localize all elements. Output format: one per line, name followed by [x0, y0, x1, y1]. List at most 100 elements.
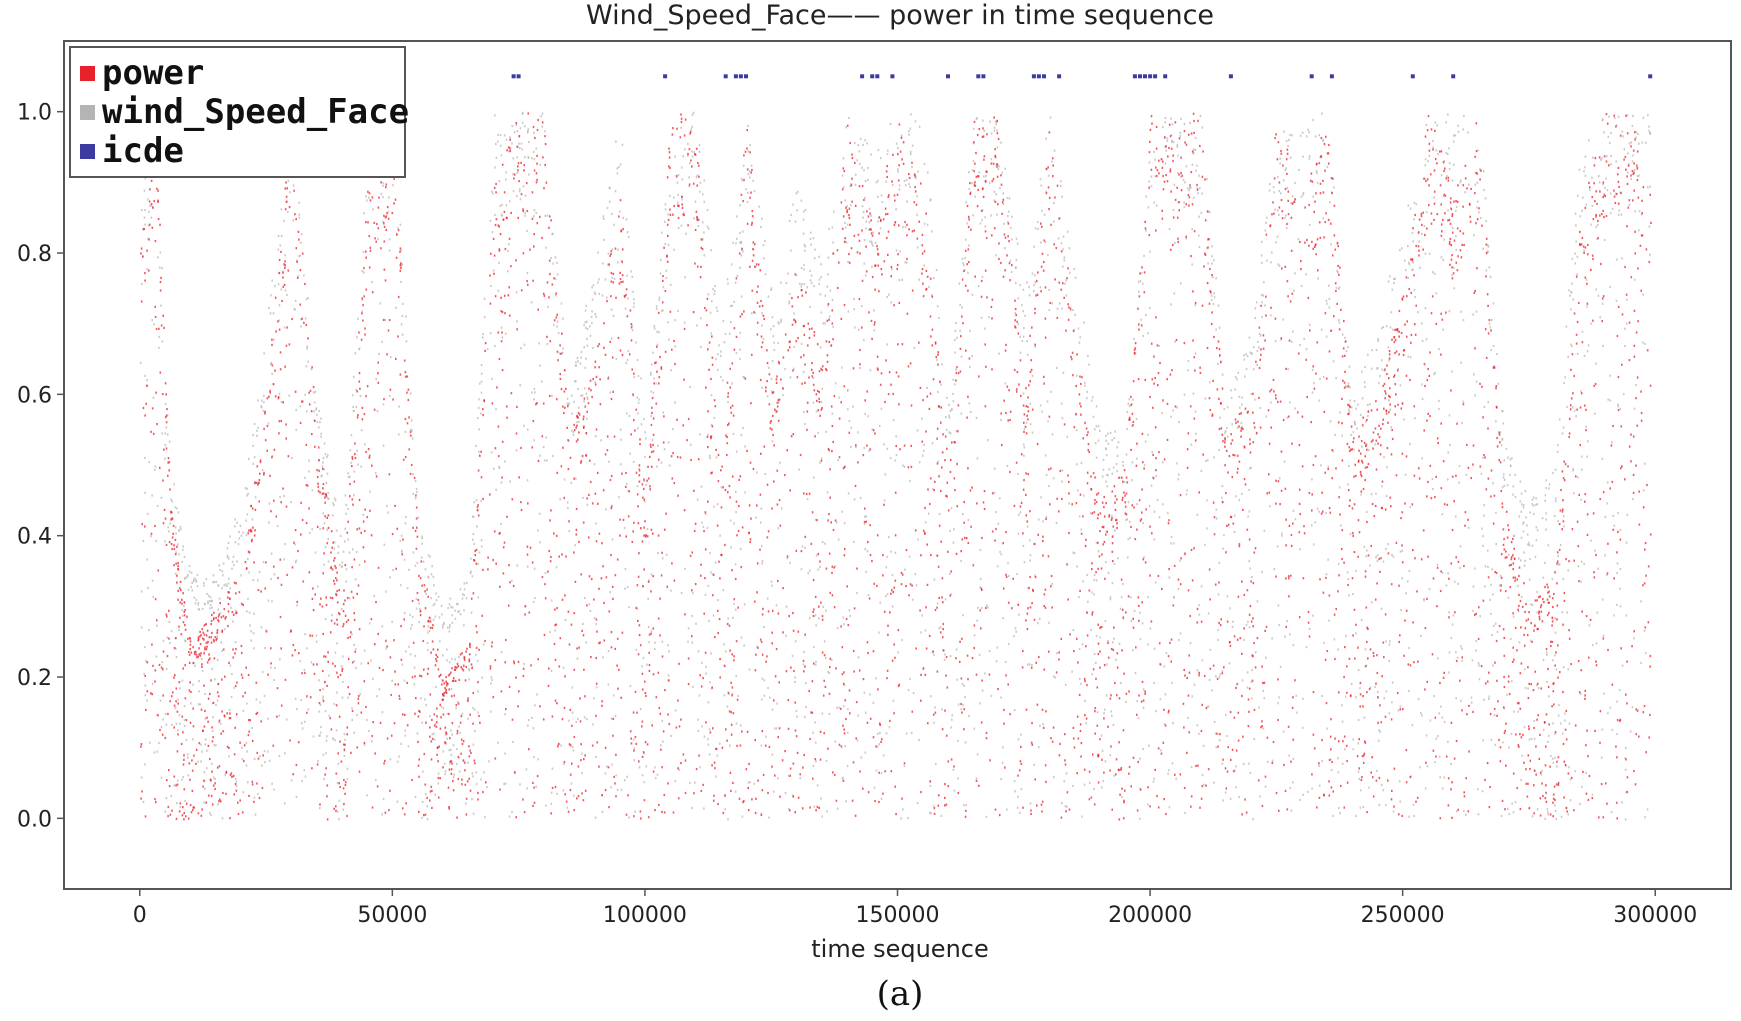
data-point	[746, 200, 749, 204]
data-point	[212, 716, 214, 719]
data-point	[739, 348, 741, 351]
data-point	[1341, 333, 1344, 336]
data-point	[395, 306, 397, 309]
data-point	[366, 718, 368, 722]
data-point	[788, 219, 791, 223]
data-point	[1375, 468, 1378, 471]
data-point	[562, 317, 564, 320]
data-point	[877, 179, 879, 182]
data-point	[664, 220, 666, 223]
data-point	[1480, 472, 1483, 475]
data-point	[1552, 761, 1555, 764]
data-point	[1409, 356, 1412, 359]
data-point	[249, 624, 251, 627]
data-point	[550, 802, 553, 805]
data-point	[1081, 643, 1084, 646]
data-point	[1371, 349, 1373, 352]
data-point	[400, 742, 402, 745]
data-point	[1116, 694, 1118, 697]
data-point	[432, 618, 435, 621]
data-point	[1590, 223, 1592, 226]
data-point	[1221, 762, 1224, 765]
data-point	[498, 225, 501, 228]
data-point	[885, 732, 888, 735]
data-point	[1459, 181, 1462, 184]
data-point	[471, 665, 474, 668]
data-point	[226, 547, 229, 550]
data-point	[533, 439, 535, 442]
data-point	[566, 501, 569, 504]
data-point	[1135, 417, 1138, 421]
data-point	[818, 278, 821, 281]
data-point	[226, 554, 229, 557]
data-point	[717, 368, 719, 371]
data-point	[478, 551, 481, 554]
data-point	[1624, 345, 1626, 348]
data-point	[498, 466, 501, 469]
data-point	[220, 722, 222, 725]
data-point	[659, 744, 662, 747]
data-point	[343, 733, 346, 736]
data-point	[1152, 780, 1155, 783]
data-point	[191, 809, 194, 812]
data-point	[1633, 169, 1636, 172]
data-point	[1407, 204, 1410, 207]
data-point	[615, 358, 618, 361]
data-point	[995, 254, 997, 257]
data-point	[1241, 679, 1244, 682]
data-point	[290, 779, 293, 782]
data-point	[904, 261, 906, 264]
data-point	[1433, 196, 1435, 199]
data-point	[1595, 225, 1597, 229]
data-point	[1499, 574, 1502, 577]
data-point	[846, 389, 849, 392]
data-point	[146, 379, 148, 382]
data-point	[707, 738, 709, 741]
data-point	[621, 274, 624, 277]
data-point	[1363, 381, 1366, 384]
data-point	[1081, 815, 1083, 818]
data-point	[624, 779, 626, 782]
data-point	[959, 370, 962, 373]
data-point	[1495, 543, 1497, 546]
data-point	[442, 626, 444, 629]
data-point	[857, 144, 860, 147]
data-point	[253, 456, 256, 459]
data-point	[1447, 572, 1449, 575]
data-point	[1604, 782, 1607, 785]
data-point	[181, 715, 184, 718]
data-point	[1165, 149, 1167, 152]
data-point	[720, 375, 722, 378]
data-point	[252, 462, 255, 465]
data-point	[483, 771, 485, 774]
data-point	[921, 614, 923, 617]
data-point	[926, 386, 928, 389]
data-point	[147, 237, 149, 240]
data-point	[396, 800, 399, 803]
data-point	[1018, 513, 1020, 516]
data-point	[1565, 325, 1568, 328]
data-point	[448, 661, 451, 664]
data-point	[768, 403, 771, 406]
data-point	[578, 420, 580, 423]
data-point	[1481, 527, 1483, 530]
data-point	[153, 323, 155, 326]
data-point	[346, 767, 349, 770]
data-point	[263, 694, 266, 697]
data-point	[1632, 154, 1634, 157]
data-point	[1359, 693, 1362, 696]
data-point	[1394, 277, 1396, 280]
data-point	[626, 775, 628, 778]
data-point	[228, 708, 231, 712]
data-point	[1154, 175, 1156, 178]
data-point	[796, 715, 798, 718]
data-point	[1196, 164, 1198, 167]
data-point	[576, 421, 578, 424]
data-point	[1079, 677, 1081, 681]
data-point	[956, 678, 958, 681]
data-point	[1567, 668, 1570, 671]
data-point	[886, 669, 889, 672]
data-point	[165, 723, 168, 726]
data-point	[278, 755, 281, 758]
data-point	[284, 254, 286, 257]
